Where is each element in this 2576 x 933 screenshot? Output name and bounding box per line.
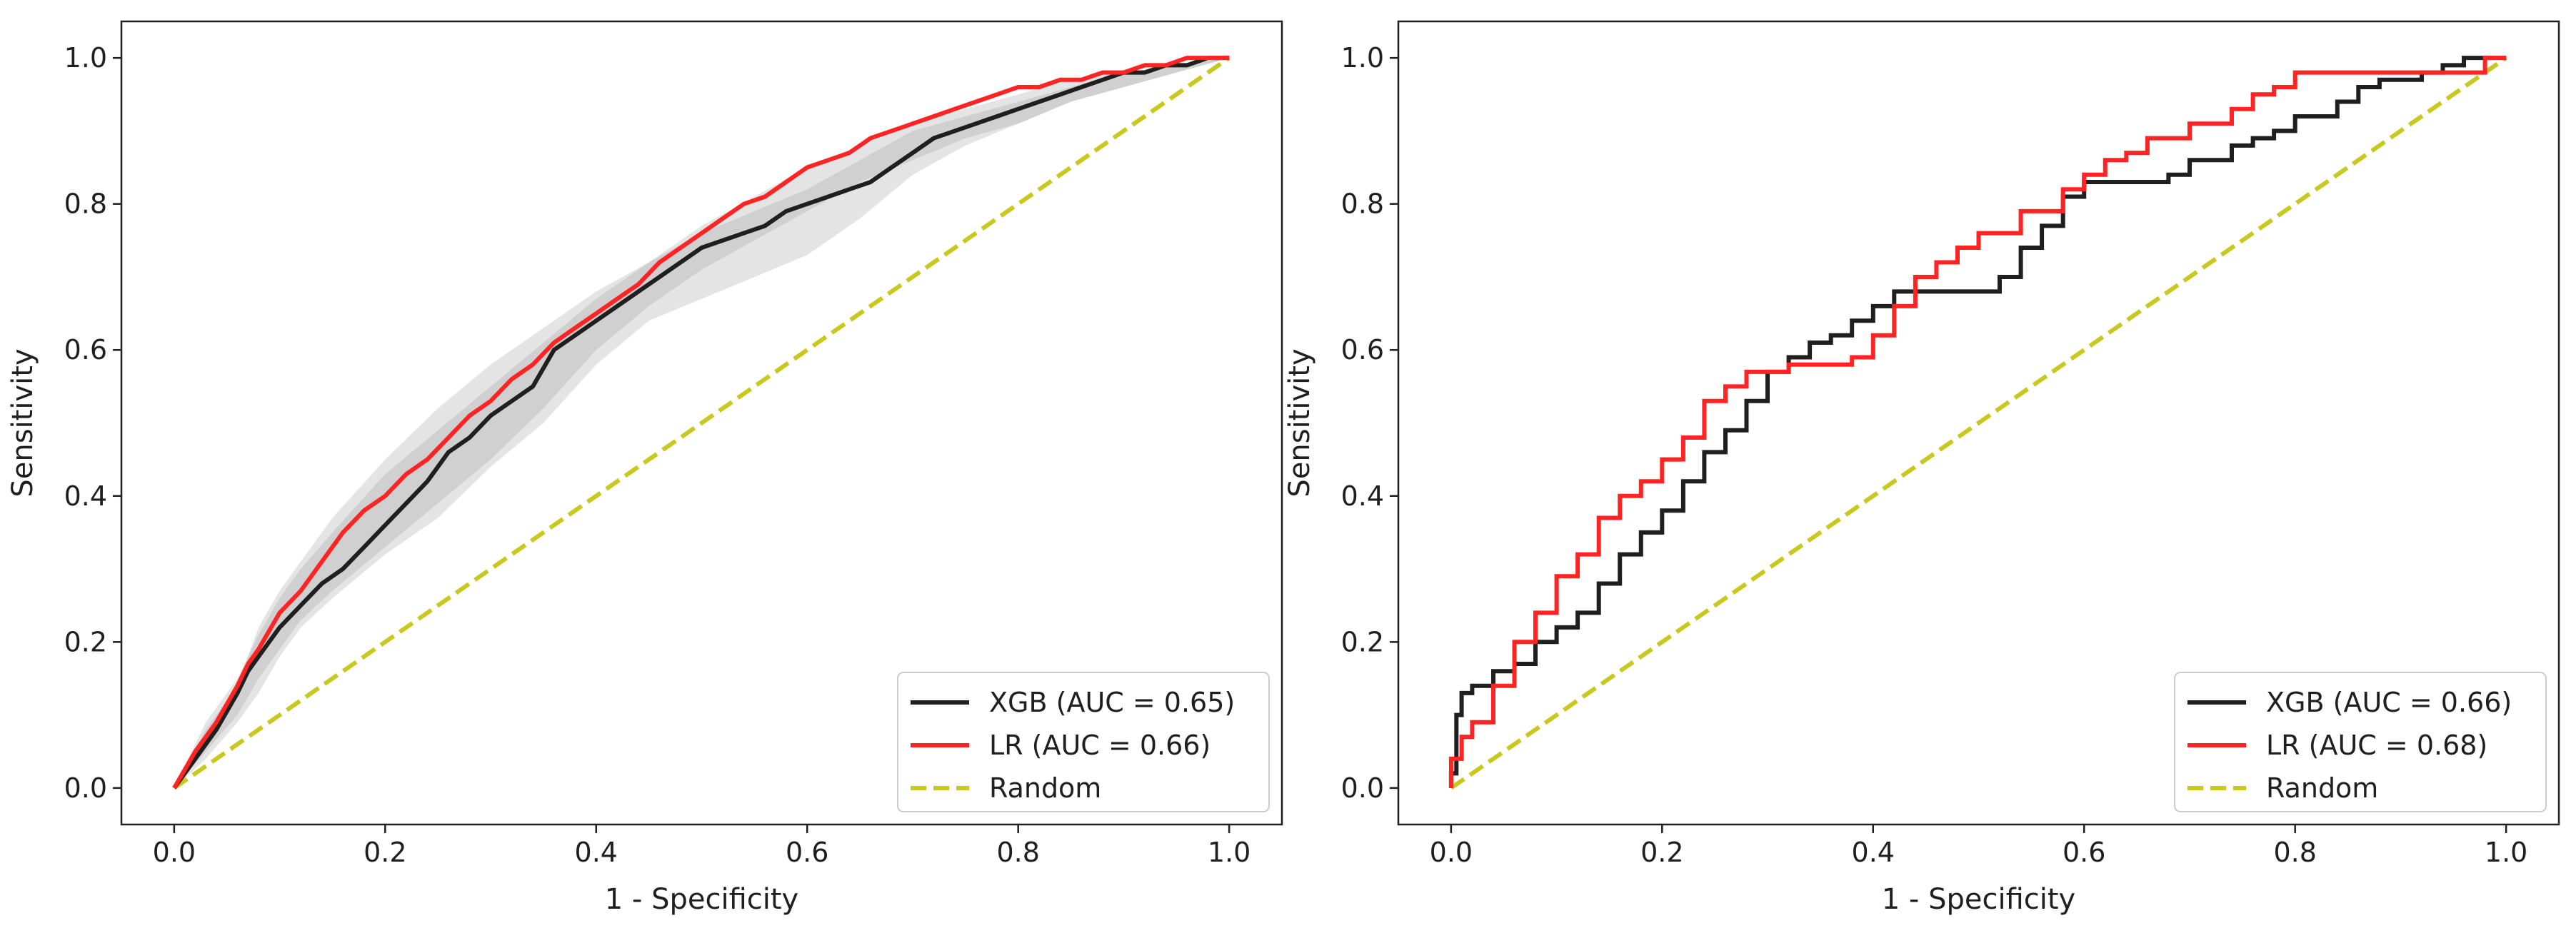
legend-box [2174,672,2547,812]
x-tick-label: 0.6 [786,837,828,868]
series-line-xgb [172,56,1230,790]
x-tick-label: 0.2 [1640,837,1683,868]
x-axis-label: 1 - Specificity [1882,883,2075,916]
series-line-xgb [1448,56,2507,788]
x-tick-label: 0.0 [153,837,196,868]
y-tick-label: 0.0 [64,772,107,804]
x-tick-label: 0.8 [996,837,1039,868]
legend-label: LR (AUC = 0.68) [2266,730,2487,761]
series-line-lr [1448,56,2507,788]
y-tick-label: 0.6 [64,334,107,365]
y-tick-label: 0.8 [1341,188,1384,220]
series-line-random [173,56,1231,790]
plot-area [1448,56,2507,790]
x-tick-label: 1.0 [2485,837,2527,868]
x-tick-label: 0.4 [575,837,618,868]
legend: XGB (AUC = 0.65) LR (AUC = 0.66) Random [897,672,1270,812]
y-tick-label: 0.0 [1341,772,1384,804]
legend: XGB (AUC = 0.66) LR (AUC = 0.68) Random [2174,672,2547,812]
x-axis-label: 1 - Specificity [605,883,798,916]
x-tick-label: 0.2 [364,837,406,868]
axes-frame [1397,20,2560,826]
legend-box [897,672,1270,812]
x-tick-label: 0.4 [1852,837,1895,868]
y-tick-label: 0.2 [1341,626,1384,657]
axes-frame [120,20,1283,826]
x-tick-label: 0.6 [2063,837,2105,868]
y-tick-label: 0.4 [64,480,107,512]
legend-label: Random [989,772,1101,804]
y-tick-label: 0.2 [64,626,107,657]
legend-label: LR (AUC = 0.66) [989,730,1211,761]
y-axis-label: Sensitivity [6,348,39,497]
y-tick-label: 0.4 [1341,480,1384,512]
series-line-lr [172,56,1230,790]
plot-area [172,56,1231,790]
y-tick-label: 0.6 [1341,334,1384,365]
legend-label: XGB (AUC = 0.66) [2266,687,2512,718]
roc-panel-left: 0.0 0.2 0.4 0.6 0.8 1.0 0.0 0.2 0.4 0.6 0.8 1.0 1 - … [6,20,1283,916]
y-axis-label: Sensitivity [1283,348,1316,497]
legend-label: Random [2266,772,2378,804]
legend-label: XGB (AUC = 0.65) [989,687,1235,718]
roc-panel-right: 0.0 0.2 0.4 0.6 0.8 1.0 0.0 0.2 0.4 0.6 0.8 1.0 1 - … [1283,20,2560,916]
y-tick-label: 1.0 [64,42,107,74]
y-tick-label: 1.0 [1341,42,1384,74]
x-tick-label: 1.0 [1208,837,1251,868]
x-tick-label: 0.0 [1430,837,1473,868]
y-tick-label: 0.8 [64,188,107,220]
x-tick-label: 0.8 [2273,837,2316,868]
series-line-random [1450,56,2507,790]
